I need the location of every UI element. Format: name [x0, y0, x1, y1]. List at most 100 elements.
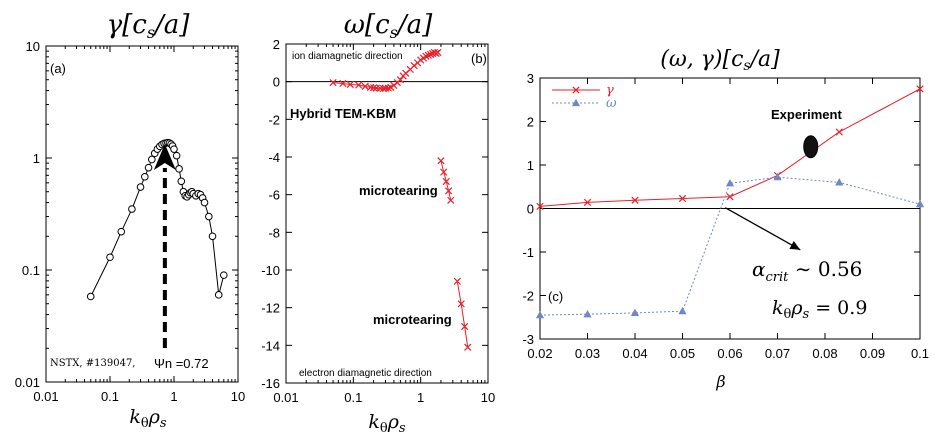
- data-point: [172, 151, 181, 160]
- y-tick-label: 2: [527, 115, 534, 130]
- k-label: kθρs = 0.9: [772, 297, 867, 322]
- data-point: [447, 196, 455, 204]
- panel-c-title-main: (ω, γ)[: [660, 47, 731, 72]
- x-tick-label: 1: [170, 389, 177, 404]
- panel-c-title-sub: s: [743, 58, 750, 74]
- panel-c-title: (ω, γ)[cs/a]: [660, 47, 780, 74]
- data-point: [535, 310, 545, 319]
- x-tick-label: 0.08: [812, 346, 837, 361]
- y-tick-label: -16: [261, 376, 280, 391]
- data-point: [205, 212, 213, 221]
- panel-a-xlabel-rho: ρ: [148, 406, 161, 428]
- panel-c-label: (c): [548, 289, 563, 304]
- experiment-label: Experiment: [771, 107, 842, 122]
- psi-label: Ψn =0.72: [154, 356, 209, 371]
- data-point: [461, 322, 469, 331]
- data-point: [384, 84, 392, 92]
- panel-b-label: (b): [471, 51, 487, 66]
- panel-a-axes: 0.01 0.1 1 10 0.01 0.1 1 10: [15, 39, 246, 404]
- y-tick-label: 0: [273, 75, 280, 90]
- y-tick-label: -8: [268, 225, 280, 240]
- data-point: [678, 194, 687, 203]
- alpha-label: αcrit ∼ 0.56: [752, 257, 862, 285]
- panel-b-xlabel: kθρs: [368, 411, 406, 436]
- panel-a-series-clip: [86, 138, 228, 301]
- psi-arrow: [153, 144, 176, 348]
- plot-frame: [285, 43, 489, 384]
- data-point: [725, 179, 735, 187]
- alpha-label-tail: ∼ 0.56: [788, 257, 862, 281]
- k-label-tail: = 0.9: [809, 297, 867, 319]
- data-point: [175, 165, 183, 173]
- data-point: [835, 178, 844, 186]
- data-point: [200, 198, 209, 207]
- panel-b-title-tail: /a]: [395, 10, 433, 40]
- data-point: [453, 277, 461, 285]
- y-tick-label: -14: [261, 338, 280, 353]
- panel-b-axes: 0.01 0.1 1 10 2 0 -2 -4 -6 -8 -10 -12 -14 -16: [261, 37, 495, 405]
- data-point: [396, 76, 405, 84]
- annotation-ion-direction: ion diamagnetic direction: [292, 51, 403, 62]
- panel-c-title-tail: /a]: [749, 47, 781, 72]
- data-point: [536, 202, 544, 210]
- panel-b-xlabel-k: k: [368, 411, 380, 433]
- k-label-sub2: s: [803, 307, 810, 322]
- k-label-sub1: θ: [784, 307, 792, 322]
- panel-b-series: [329, 48, 472, 351]
- x-tick-label: 1: [417, 390, 424, 405]
- panel-b-title-sub: s: [390, 23, 398, 42]
- k-label-mid: ρ: [790, 297, 803, 319]
- data-point: [464, 343, 472, 351]
- data-point: [86, 292, 95, 301]
- data-point: [170, 145, 178, 153]
- data-point: [106, 253, 114, 262]
- panel-a-xlabel-k: k: [129, 406, 141, 428]
- panel-c-legend: γω: [552, 83, 617, 111]
- y-tick-label: 3: [527, 71, 534, 86]
- panel-a-series: [86, 138, 228, 301]
- data-point: [424, 51, 432, 59]
- data-point: [630, 308, 640, 317]
- x-tick-label: 0.01: [33, 389, 58, 404]
- data-point: [457, 300, 465, 308]
- y-tick-label: 1: [33, 151, 40, 166]
- data-point: [583, 309, 592, 318]
- y-tick-label: -4: [268, 150, 280, 165]
- y-tick-label: -2: [268, 112, 280, 127]
- y-tick-label: 0.1: [22, 263, 40, 278]
- experiment-marker: [803, 135, 819, 159]
- x-tick-label: 0.07: [765, 346, 790, 361]
- panel-a-xlabel-theta: θ: [141, 416, 149, 431]
- y-tick-label: 0.01: [15, 375, 40, 390]
- x-tick-label: 0.05: [670, 346, 695, 361]
- data-point: [208, 232, 217, 241]
- alpha-label-base: α: [752, 257, 766, 281]
- data-point: [915, 199, 925, 208]
- x-tick-label: 0.01: [273, 390, 298, 405]
- y-tick-label: 1: [527, 158, 534, 173]
- experiment-point: [803, 135, 819, 159]
- annotation-microtearing-2: microtearing: [373, 312, 452, 327]
- panel-c-series: [535, 85, 925, 319]
- panel-c: (ω, γ)[cs/a] 0.02 0.03 0.04 0.05 0.06 0.07 0.0…: [522, 47, 929, 391]
- alpha-label-sub: crit: [766, 270, 790, 285]
- y-tick-label: -1: [522, 245, 534, 260]
- legend-label: γ: [606, 83, 614, 98]
- x-tick-label: 0.1: [911, 346, 929, 361]
- panel-b-xlabel-theta: θ: [380, 421, 388, 436]
- data-point: [442, 177, 450, 186]
- y-tick-label: -3: [522, 332, 534, 347]
- data-point: [583, 198, 592, 207]
- data-point: [678, 306, 687, 315]
- alpha-arrow: [724, 207, 801, 251]
- series-line: [539, 88, 921, 207]
- data-point: [141, 172, 149, 181]
- alpha-arrow-head: [789, 241, 801, 250]
- panel-c-xlabel: β: [715, 372, 725, 391]
- annotation-electron-direction: electron diamagnetic direction: [299, 368, 432, 379]
- alpha-arrow-shaft: [724, 207, 801, 251]
- data-point: [440, 168, 448, 176]
- data-point: [117, 227, 126, 236]
- panel-a-footer: NSTX, #139047,: [50, 358, 135, 369]
